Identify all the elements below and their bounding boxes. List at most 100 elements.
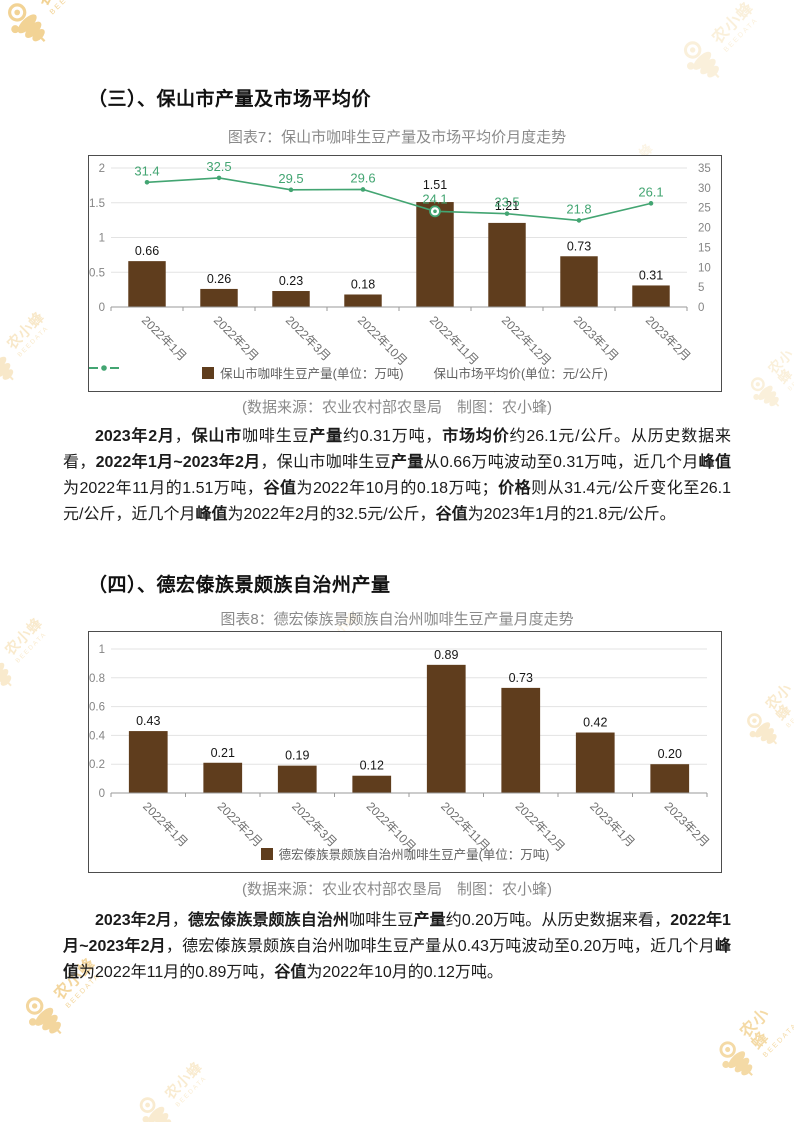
- svg-text:2022年2月: 2022年2月: [211, 313, 261, 363]
- bee-logo-icon: [719, 1041, 753, 1076]
- svg-text:23.5: 23.5: [494, 195, 519, 210]
- svg-text:0.42: 0.42: [583, 716, 607, 730]
- svg-text:0.2: 0.2: [89, 759, 105, 771]
- svg-text:0: 0: [698, 302, 704, 314]
- svg-text:2023年2月: 2023年2月: [643, 313, 693, 363]
- svg-text:2: 2: [99, 163, 105, 175]
- bee-logo-icon: [0, 356, 14, 381]
- chart8-canvas: 0 0.2 0.4 0.6 0.8 1 0.43 0.21 0.19 0.12 0.89 0.73 0.…: [89, 644, 712, 854]
- bar-legend-swatch-icon: [260, 847, 273, 860]
- chart7-figure: 0 0.5 1 1.5 2 0 5 10 15 20 25 30 35 0.66 0.26 0.23 0.18 1…: [88, 155, 722, 392]
- svg-text:2023年1月: 2023年1月: [587, 799, 637, 849]
- bee-logo-icon: [25, 997, 62, 1035]
- bee-logo-icon: [747, 713, 778, 745]
- svg-text:26.1: 26.1: [638, 184, 663, 199]
- svg-text:2022年2月: 2022年2月: [215, 799, 265, 849]
- chart7-title: 图表7：保山市咖啡生豆产量及市场平均价月度走势: [227, 129, 567, 146]
- bar-legend-swatch-icon: [202, 366, 215, 379]
- svg-text:35: 35: [698, 163, 711, 175]
- svg-text:5: 5: [698, 282, 704, 294]
- baoshan-analysis-paragraph: 2023年2月，保山市咖啡生豆产量约0.31万吨，市场均价约26.1元/公斤。从…: [63, 428, 731, 523]
- svg-text:2022年3月: 2022年3月: [283, 313, 333, 363]
- svg-text:29.5: 29.5: [278, 171, 303, 186]
- svg-text:0.18: 0.18: [351, 277, 375, 291]
- chart8-source-note: (数据来源：农业农村部农垦局 制图：农小蜂): [242, 881, 552, 898]
- svg-text:1.5: 1.5: [89, 198, 105, 210]
- svg-text:0.89: 0.89: [434, 648, 458, 662]
- svg-text:0.20: 0.20: [658, 747, 682, 761]
- svg-text:0.26: 0.26: [207, 272, 231, 286]
- chart7-source-note: (数据来源：农业农村部农垦局 制图：农小蜂): [242, 399, 552, 416]
- svg-text:0.73: 0.73: [567, 239, 591, 253]
- svg-text:1.51: 1.51: [423, 178, 447, 192]
- svg-text:0.6: 0.6: [89, 702, 105, 714]
- svg-text:25: 25: [698, 203, 711, 215]
- svg-text:31.4: 31.4: [134, 163, 159, 178]
- svg-text:0: 0: [99, 788, 105, 800]
- svg-text:21.8: 21.8: [566, 201, 591, 216]
- chart8-title: 图表8：德宏傣族景颇族自治州咖啡生豆产量月度走势: [220, 611, 574, 628]
- legend-item: 保山市咖啡生豆产量(单位：万吨): [202, 363, 404, 382]
- legend-item: 德宏傣族景颇族自治州咖啡生豆产量(单位：万吨): [260, 844, 550, 863]
- svg-text:1.21: 1.21: [495, 199, 519, 213]
- svg-text:0.4: 0.4: [89, 730, 106, 742]
- svg-text:0.66: 0.66: [135, 244, 159, 258]
- svg-text:2022年3月: 2022年3月: [289, 799, 339, 849]
- svg-text:29.6: 29.6: [350, 170, 375, 185]
- legend-item: 保山市场平均价(单位：元/公斤): [89, 363, 608, 382]
- svg-text:2022年11月: 2022年11月: [427, 313, 482, 368]
- svg-text:0.43: 0.43: [136, 714, 160, 728]
- svg-text:20: 20: [698, 223, 711, 235]
- svg-text:2023年2月: 2023年2月: [662, 799, 712, 849]
- bee-logo-icon: [139, 1097, 172, 1122]
- bee-logo-icon: [0, 662, 12, 687]
- bee-logo-icon: [683, 41, 720, 79]
- svg-text:0.19: 0.19: [285, 749, 309, 763]
- line-legend-icon: [89, 365, 119, 371]
- bee-logo-icon: [8, 3, 46, 42]
- svg-text:0.31: 0.31: [639, 268, 663, 282]
- legend-label: 德宏傣族景颇族自治州咖啡生豆产量(单位：万吨): [278, 848, 550, 862]
- svg-text:2023年1月: 2023年1月: [571, 313, 621, 363]
- dehong-analysis-paragraph: 2023年2月，德宏傣族景颇族自治州咖啡生豆产量约0.20万吨。从历史数据来看，…: [63, 912, 731, 981]
- svg-text:0.23: 0.23: [279, 274, 303, 288]
- svg-text:0.73: 0.73: [509, 671, 533, 685]
- svg-text:2022年12月: 2022年12月: [499, 313, 554, 368]
- svg-text:0.21: 0.21: [211, 746, 235, 760]
- svg-text:15: 15: [698, 242, 711, 254]
- chart8-figure: 0 0.2 0.4 0.6 0.8 1 0.43 0.21 0.19 0.12 0.89 0.73 0.…: [88, 631, 722, 873]
- svg-text:2022年1月: 2022年1月: [140, 799, 190, 849]
- svg-text:0.5: 0.5: [89, 267, 105, 279]
- svg-text:1: 1: [99, 644, 105, 656]
- chart7-legend: 保山市咖啡生豆产量(单位：万吨) 保山市场平均价(单位：元/公斤): [89, 363, 721, 382]
- section-heading-baoshan: （三）、保山市产量及市场平均价: [88, 89, 372, 110]
- chart8-legend: 德宏傣族景颇族自治州咖啡生豆产量(单位：万吨): [89, 844, 721, 863]
- legend-label: 保山市场平均价(单位：元/公斤): [433, 367, 608, 381]
- svg-text:10: 10: [698, 262, 711, 274]
- svg-text:0.12: 0.12: [360, 759, 384, 773]
- svg-text:24.1: 24.1: [422, 191, 447, 206]
- legend-label: 保山市咖啡生豆产量(单位：万吨): [220, 367, 404, 381]
- svg-text:0.8: 0.8: [89, 673, 105, 685]
- svg-text:32.5: 32.5: [206, 159, 231, 174]
- svg-text:2022年10月: 2022年10月: [355, 313, 410, 368]
- svg-text:30: 30: [698, 183, 711, 195]
- svg-text:2022年1月: 2022年1月: [139, 313, 189, 363]
- svg-text:0: 0: [99, 302, 105, 314]
- svg-text:1: 1: [99, 233, 105, 245]
